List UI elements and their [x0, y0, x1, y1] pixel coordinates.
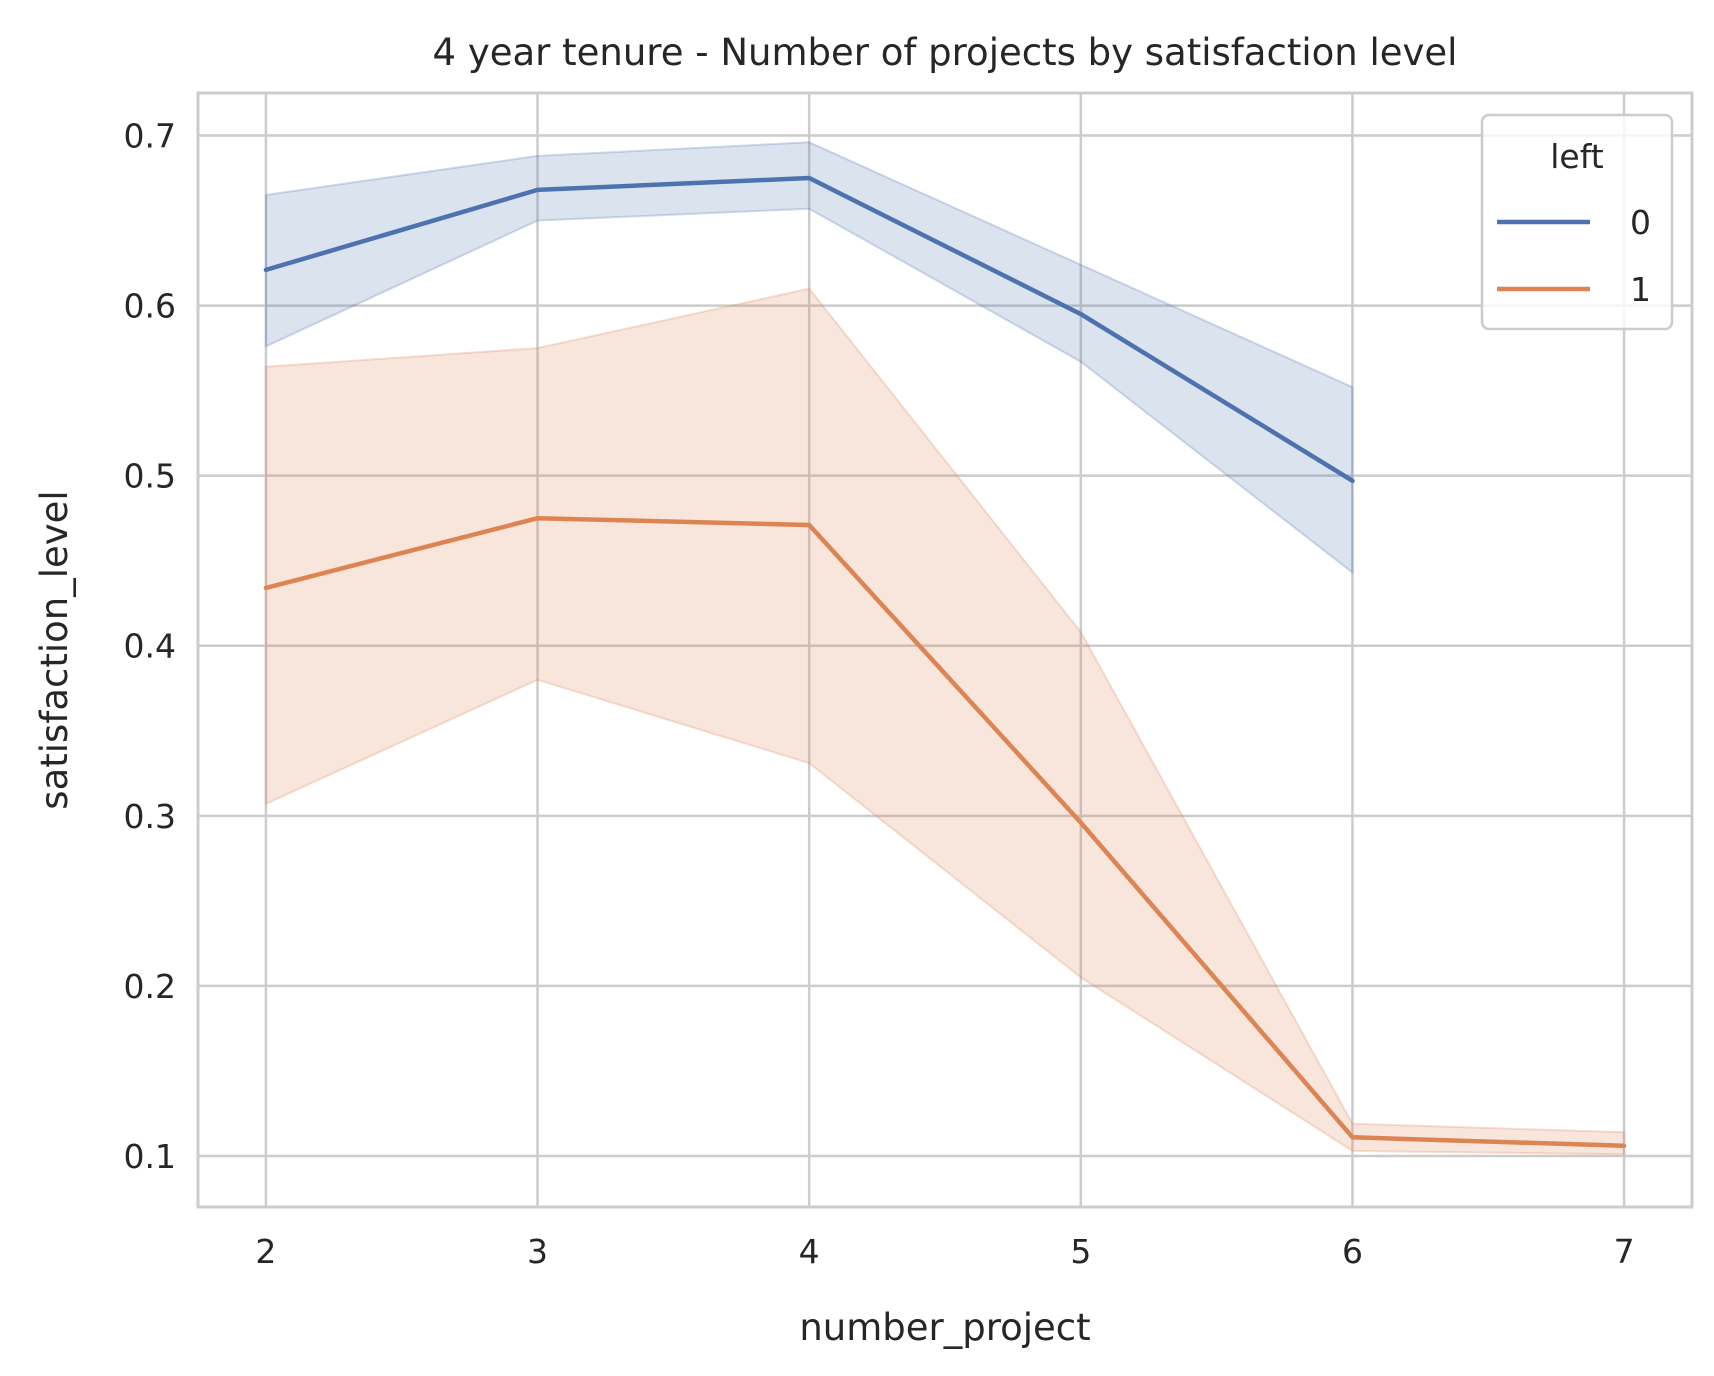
x-tick-label: 2 [255, 1232, 276, 1271]
x-tick-label: 5 [1070, 1232, 1091, 1271]
series-lines [263, 175, 1627, 1149]
tick-labels: 2 3 4 5 6 7 0.1 0.2 0.3 0.4 0.5 0.6 0.7 [124, 117, 1635, 1271]
x-axis-label: number_project [799, 1306, 1090, 1349]
x-tick-label: 4 [799, 1232, 820, 1271]
x-tick-label: 3 [527, 1232, 548, 1271]
confidence-band-0 [264, 141, 1354, 575]
y-tick-label: 0.6 [124, 287, 176, 326]
legend-label-1: 1 [1630, 270, 1651, 309]
legend: left 0 1 [1480, 113, 1674, 331]
y-tick-label: 0.3 [124, 797, 176, 836]
confidence-bands [264, 141, 1626, 1156]
legend-title: left [1550, 137, 1604, 176]
plot-frame [196, 91, 1694, 1209]
x-tick-label: 6 [1342, 1232, 1363, 1271]
series-line-1 [263, 515, 1627, 1149]
y-tick-label: 0.2 [124, 967, 176, 1006]
confidence-band-1 [264, 287, 1626, 1156]
y-axis-label: satisfaction_level [33, 490, 76, 809]
y-tick-label: 0.4 [124, 627, 176, 666]
y-tick-label: 0.7 [124, 117, 176, 156]
x-tick-label: 7 [1614, 1232, 1635, 1271]
legend-label-0: 0 [1630, 203, 1651, 242]
series-line-0 [263, 175, 1355, 484]
y-tick-label: 0.5 [124, 457, 176, 496]
chart-title: 4 year tenure - Number of projects by sa… [433, 31, 1458, 74]
y-tick-label: 0.1 [124, 1137, 176, 1176]
